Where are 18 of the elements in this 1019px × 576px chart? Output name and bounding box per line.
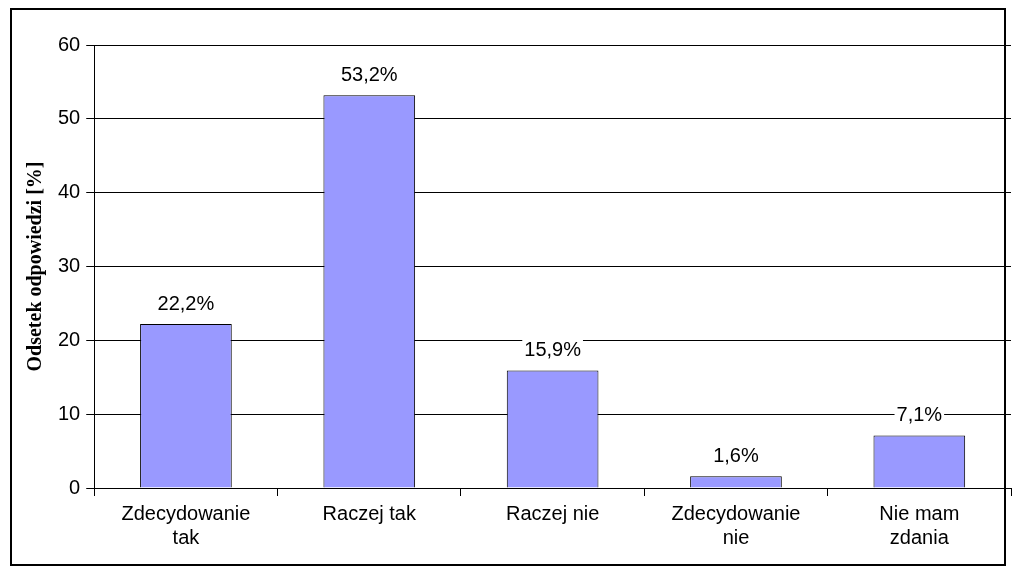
x-tick-label: Nie mam zdania	[879, 501, 960, 548]
y-tick-label: 0	[69, 475, 81, 498]
data-label: 7,1%	[896, 403, 943, 426]
data-label: 53,2%	[340, 62, 398, 85]
y-axis-title: Odsetek odpowiedzi [%]	[23, 161, 47, 372]
y-tick-label: 60	[58, 32, 81, 55]
y-tick-label: 40	[58, 180, 81, 203]
x-tick-label: Zdecydowanie nie	[671, 501, 801, 548]
y-tick-label: 50	[58, 106, 81, 129]
y-tick-label: 30	[58, 254, 81, 277]
x-tick-label: Raczej nie	[505, 501, 600, 524]
data-label: 1,6%	[713, 443, 759, 466]
data-label: 15,9%	[524, 338, 582, 361]
y-tick-label: 20	[58, 327, 81, 350]
x-tick-label: Raczej tak	[322, 501, 417, 524]
y-tick-label: 10	[58, 401, 81, 424]
data-label: 22,2%	[157, 291, 215, 314]
x-tick-label: Zdecydowanie tak	[121, 501, 251, 548]
